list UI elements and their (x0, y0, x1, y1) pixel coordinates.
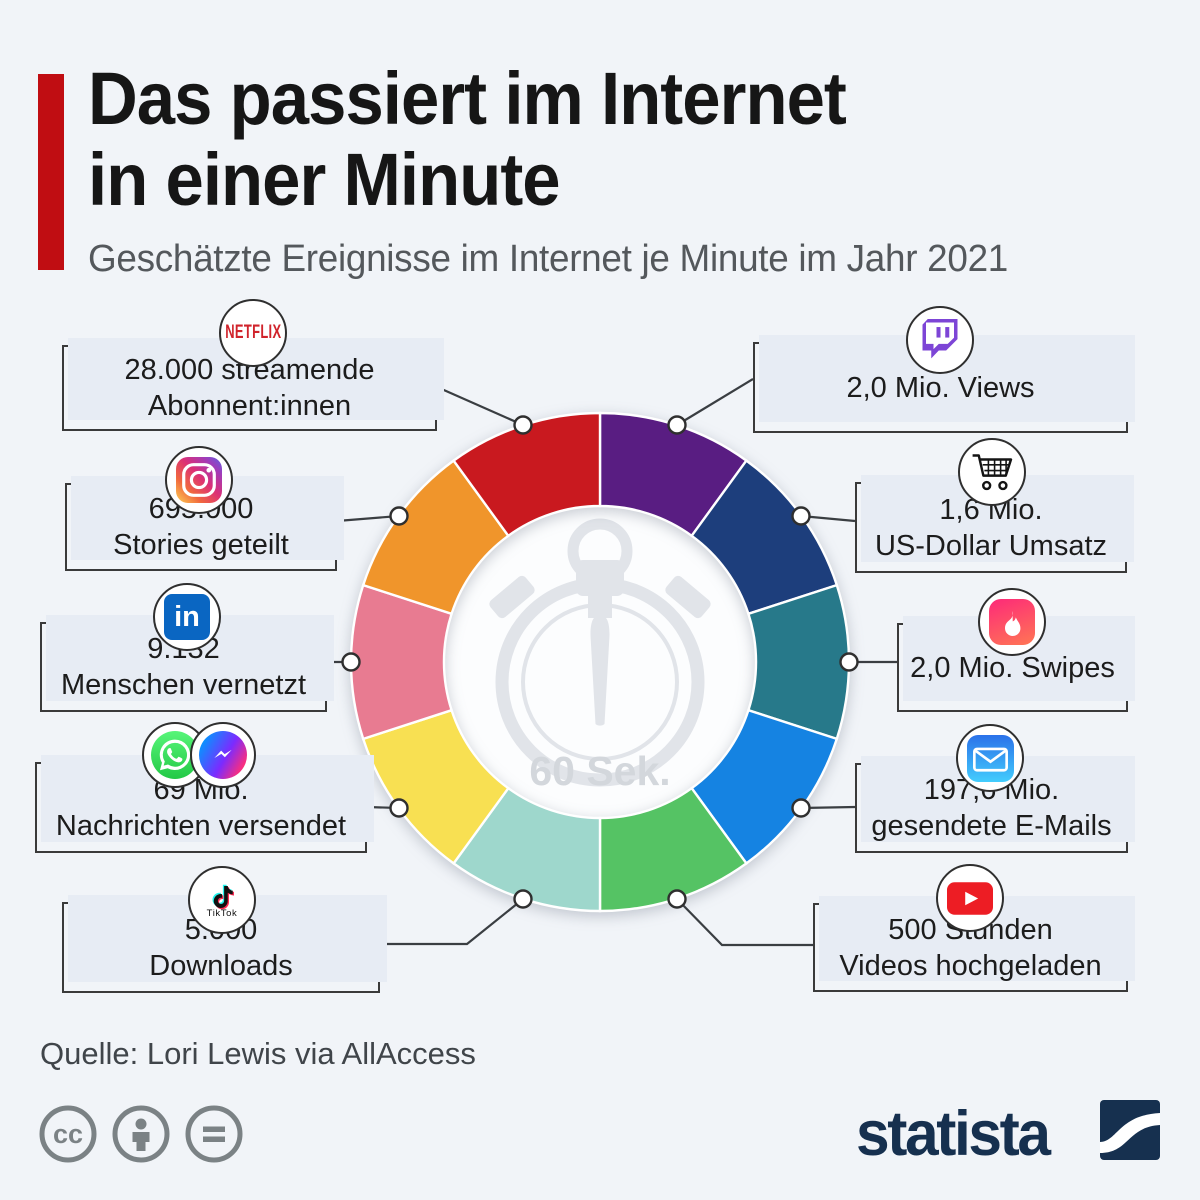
node-whatsapp (389, 798, 409, 818)
connector-instagram (336, 514, 400, 523)
callout-whatsapp-line2: Nachrichten versendet (55, 809, 347, 842)
tiktok-icon: TikTok (188, 866, 256, 934)
stopwatch-label: 60 Sek. (529, 748, 670, 794)
tiktok-note-icon (212, 884, 234, 910)
linkedin-icon: in (153, 583, 221, 651)
tiktok-wordmark: TikTok (206, 908, 238, 919)
netflix-wordmark: NETFLIX (224, 322, 282, 343)
connector-twitch (676, 378, 754, 426)
page-title-line2: in einer Minute (88, 138, 561, 221)
callout-amazon-line2: US-Dollar Umsatz (874, 529, 1108, 562)
statista-logo-icon (1100, 1100, 1160, 1160)
node-linkedin (341, 652, 361, 672)
messenger-icon (190, 722, 256, 788)
connector-youtube (676, 898, 813, 947)
node-twitch (667, 415, 687, 435)
instagram-camera-icon (176, 457, 222, 503)
node-amazon (791, 506, 811, 526)
callout-netflix-line2: Abonnent:innen (147, 390, 352, 422)
connector-tiktok (380, 898, 524, 946)
title-accent-bar (38, 74, 64, 270)
twitch-glitch-icon (922, 319, 958, 359)
source-note: Quelle: Lori Lewis via AllAccess (40, 1036, 476, 1071)
shopping-cart-icon (958, 438, 1026, 506)
callout-amazon: 1,6 Mio. US-Dollar Umsatz (855, 475, 1134, 573)
callout-tinder-line1: 2,0 Mio. Swipes (910, 651, 1115, 684)
cc-by-person-icon (112, 1105, 170, 1163)
donut-segment-netflix (451, 411, 602, 538)
page-title-line1: Das passiert im Internet (88, 57, 847, 140)
callout-instagram-line2: Stories geteilt (113, 529, 289, 561)
cart-glyph-icon (972, 454, 1013, 491)
youtube-play-icon (947, 881, 993, 915)
tinder-flame-icon (989, 599, 1035, 645)
callout-email-line2: gesendete E-Mails (871, 810, 1112, 842)
tinder-icon (978, 588, 1046, 656)
connector-netflix (436, 385, 524, 427)
instagram-icon (165, 446, 233, 514)
node-tinder (839, 652, 859, 672)
callout-youtube-line2: Videos hochgeladen (839, 949, 1102, 982)
cc-icon: cc (39, 1105, 97, 1163)
twitch-icon (906, 306, 974, 374)
cc-nd-equals-icon (185, 1105, 243, 1163)
callout-tiktok-line2: Downloads (149, 949, 293, 982)
netflix-icon: NETFLIX (219, 299, 287, 367)
node-instagram (389, 506, 409, 526)
page-title: Das passiert im Internet in einer Minute (88, 57, 847, 221)
connector-nodes (341, 415, 859, 909)
callout-twitch-line1: 2,0 Mio. Views (846, 371, 1035, 404)
page-subtitle: Geschätzte Ereignisse im Internet je Min… (88, 238, 1008, 280)
node-tiktok (513, 889, 533, 909)
node-email (791, 798, 811, 818)
youtube-icon (936, 864, 1004, 932)
node-youtube (667, 889, 687, 909)
linkedin-in-icon: in (164, 594, 210, 640)
messenger-bolt-icon (199, 731, 247, 779)
cc-label: cc (53, 1119, 83, 1149)
donut-segments (349, 411, 851, 913)
envelope-icon (966, 734, 1014, 782)
statista-logo-text: statista (856, 1099, 1051, 1169)
stopwatch-icon: 60 Sek. (489, 518, 711, 794)
callout-linkedin-line2: Menschen vernetzt (60, 669, 306, 701)
node-netflix (513, 415, 533, 435)
callout-whatsapp-messenger: 69 Mio. Nachrichten versendet (35, 755, 374, 853)
email-icon (956, 724, 1024, 792)
license-icons: cc (38, 1104, 244, 1164)
